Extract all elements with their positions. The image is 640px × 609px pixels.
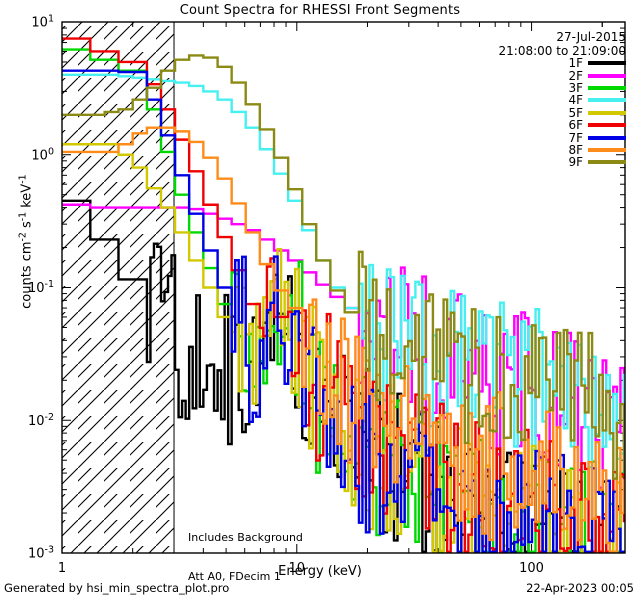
legend-item-6f: 6F xyxy=(568,119,626,131)
legend-color-swatch xyxy=(588,61,626,66)
legend-item-8f: 8F xyxy=(568,144,626,156)
y-tick-label: 10-3 xyxy=(28,545,54,562)
plot-annotations: Includes Background Att A0, FDecim 1 xyxy=(188,505,303,609)
y-axis-exp-cm: -2 xyxy=(17,232,29,242)
legend-color-swatch xyxy=(588,110,626,115)
x-axis-label: Energy (keV) xyxy=(278,564,362,579)
legend-item-1f: 1F xyxy=(568,57,626,69)
legend-color-swatch xyxy=(588,160,626,165)
legend-color-swatch xyxy=(588,98,626,103)
legend-label: 6F xyxy=(568,118,583,133)
x-tick-label: 1 xyxy=(58,561,66,576)
observation-interval: 21:08:00 to 21:09:00 xyxy=(498,44,626,58)
plot-frame xyxy=(61,21,626,554)
legend-label: 4F xyxy=(568,93,583,108)
y-tick-label: 101 xyxy=(31,14,54,31)
footer-generator: Generated by hsi_min_spectra_plot.pro xyxy=(4,581,230,595)
y-tick-exponent: -1 xyxy=(45,279,54,290)
y-tick-label: 10-2 xyxy=(28,412,54,429)
y-axis-label: counts cm-2 s-1 keV-1 xyxy=(17,152,34,332)
legend-item-3f: 3F xyxy=(568,82,626,94)
background-note: Includes Background xyxy=(188,531,303,544)
y-axis-label-mid2: keV xyxy=(19,183,35,212)
legend-color-swatch xyxy=(588,85,626,90)
legend-item-7f: 7F xyxy=(568,130,626,145)
legend-label: 1F xyxy=(568,56,583,71)
y-axis-label-base: counts cm xyxy=(19,241,35,309)
chart-series-group xyxy=(62,37,625,553)
legend-color-swatch xyxy=(588,147,626,152)
series-line-9f xyxy=(62,54,625,480)
x-tick-label: 10 xyxy=(289,561,306,576)
y-tick-exponent: -3 xyxy=(45,545,54,556)
legend-label: 2F xyxy=(568,68,583,83)
observation-date: 27-Jul-2015 xyxy=(556,30,626,44)
legend-color-swatch xyxy=(588,73,626,78)
legend-label: 7F xyxy=(568,130,583,145)
footer-timestamp: 22-Apr-2023 00:05 xyxy=(526,581,634,595)
legend-label: 8F xyxy=(568,142,583,157)
legend-item-9f: 9F xyxy=(568,156,626,168)
x-tick-label: 100 xyxy=(519,561,544,576)
y-tick-label: 100 xyxy=(31,146,54,163)
series-line-6f xyxy=(62,37,625,553)
legend-label: 5F xyxy=(568,105,583,120)
y-axis-label-mid1: s xyxy=(19,221,35,233)
legend-item-4f: 4F xyxy=(568,94,626,106)
legend-item-2f: 2F xyxy=(568,68,626,83)
series-line-8f xyxy=(62,126,625,553)
legend-label: 3F xyxy=(568,80,583,95)
legend-label: 9F xyxy=(568,155,583,170)
y-tick-exponent: -2 xyxy=(45,412,54,423)
y-axis-exp-s: -1 xyxy=(17,211,29,222)
y-axis-exp-kev: -1 xyxy=(17,174,29,184)
legend-color-swatch xyxy=(588,123,626,128)
y-tick-exponent: 1 xyxy=(48,14,54,25)
attenuator-note: Att A0, FDecim 1 xyxy=(188,570,281,583)
legend: 1F 2F 3F 4F 5F 6F 7F 8F 9F xyxy=(568,57,626,169)
legend-color-swatch xyxy=(588,135,626,140)
page-title: Count Spectra for RHESSI Front Segments xyxy=(179,3,461,18)
legend-item-5f: 5F xyxy=(568,107,626,119)
hatched-low-energy-region xyxy=(62,22,175,553)
y-tick-exponent: 0 xyxy=(48,146,54,157)
